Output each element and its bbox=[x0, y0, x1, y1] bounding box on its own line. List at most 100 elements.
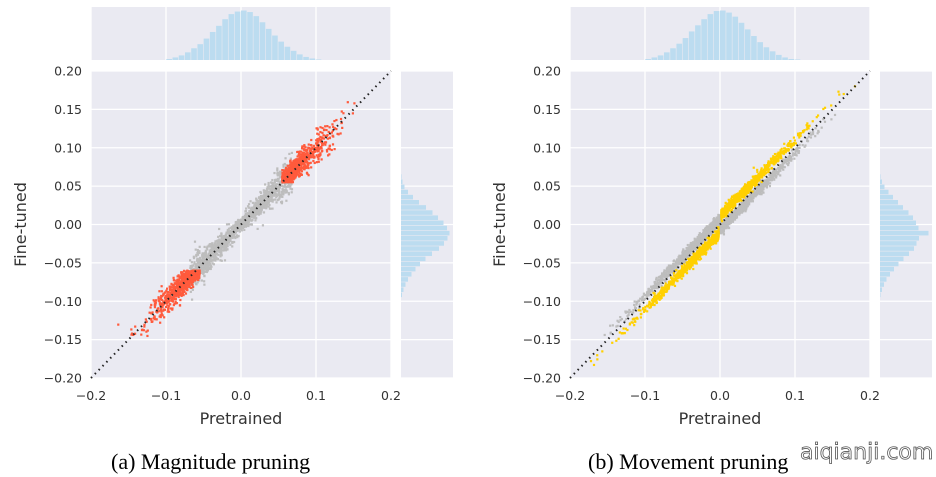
point-pruned bbox=[198, 250, 201, 253]
point-pruned bbox=[226, 228, 229, 232]
point-pruned bbox=[257, 196, 261, 199]
point-remaining bbox=[298, 172, 301, 175]
point-remaining bbox=[186, 269, 190, 273]
point-remaining bbox=[342, 112, 345, 115]
point-remaining bbox=[173, 288, 176, 291]
point-remaining bbox=[164, 298, 167, 302]
point-remaining bbox=[167, 305, 170, 308]
point-remaining bbox=[333, 119, 336, 123]
point-pruned bbox=[290, 188, 294, 191]
point-pruned bbox=[231, 231, 234, 234]
point-remaining bbox=[805, 128, 808, 131]
point-pruned bbox=[660, 285, 663, 288]
point-pruned bbox=[719, 230, 722, 233]
point-pruned bbox=[772, 173, 775, 176]
point-pruned bbox=[206, 248, 209, 251]
point-pruned bbox=[796, 147, 799, 151]
point-remaining bbox=[302, 151, 306, 154]
point-remaining bbox=[155, 299, 158, 302]
point-remaining bbox=[186, 287, 189, 290]
point-remaining bbox=[283, 169, 286, 172]
point-remaining bbox=[159, 298, 162, 301]
point-remaining bbox=[190, 271, 194, 274]
point-pruned bbox=[754, 186, 757, 189]
point-remaining bbox=[333, 127, 337, 130]
point-pruned bbox=[283, 183, 287, 186]
point-pruned bbox=[192, 256, 196, 260]
point-remaining bbox=[296, 155, 299, 158]
point-remaining bbox=[160, 290, 163, 293]
right-hist-bar bbox=[880, 282, 884, 287]
point-pruned bbox=[265, 188, 269, 191]
top-hist-bar bbox=[794, 59, 801, 60]
point-pruned bbox=[767, 176, 770, 180]
point-remaining bbox=[132, 333, 135, 336]
point-pruned bbox=[674, 263, 677, 267]
point-pruned bbox=[253, 209, 257, 212]
point-pruned bbox=[632, 309, 635, 312]
top-hist-bar bbox=[234, 11, 241, 61]
point-pruned bbox=[264, 193, 267, 196]
point-pruned bbox=[728, 222, 731, 226]
top-hist-bar bbox=[757, 42, 763, 60]
point-pruned bbox=[229, 231, 232, 234]
right-hist-bar bbox=[401, 194, 413, 200]
point-remaining bbox=[743, 196, 746, 199]
point-remaining bbox=[324, 134, 327, 138]
point-pruned bbox=[691, 246, 694, 249]
point-pruned bbox=[248, 223, 251, 226]
point-remaining bbox=[319, 126, 322, 129]
point-pruned bbox=[247, 203, 251, 206]
point-remaining bbox=[178, 286, 181, 289]
point-remaining bbox=[170, 289, 173, 292]
top-hist-bar bbox=[782, 57, 788, 60]
point-remaining bbox=[171, 283, 175, 287]
scatter-points bbox=[117, 101, 356, 338]
point-remaining bbox=[184, 277, 187, 280]
point-remaining bbox=[182, 277, 185, 281]
point-pruned bbox=[765, 186, 768, 189]
right-hist-bar bbox=[880, 179, 882, 184]
point-remaining bbox=[117, 323, 120, 326]
point-pruned bbox=[785, 162, 788, 165]
point-remaining bbox=[320, 147, 323, 150]
point-remaining bbox=[315, 143, 319, 147]
point-pruned bbox=[787, 161, 790, 164]
point-remaining bbox=[150, 318, 153, 321]
point-pruned bbox=[686, 255, 689, 258]
point-pruned bbox=[687, 251, 690, 254]
point-pruned bbox=[202, 252, 205, 255]
point-pruned bbox=[203, 255, 207, 258]
point-remaining bbox=[324, 143, 327, 146]
point-pruned bbox=[693, 241, 696, 244]
point-remaining bbox=[162, 294, 165, 297]
point-remaining bbox=[161, 305, 164, 309]
point-pruned bbox=[699, 235, 702, 238]
point-remaining bbox=[353, 102, 356, 105]
point-pruned bbox=[276, 169, 279, 172]
point-pruned bbox=[792, 152, 795, 156]
point-pruned bbox=[787, 163, 790, 167]
point-pruned bbox=[771, 171, 775, 174]
point-pruned bbox=[191, 264, 194, 267]
point-remaining bbox=[176, 275, 179, 278]
point-pruned bbox=[239, 228, 242, 231]
point-pruned bbox=[248, 218, 252, 221]
point-remaining bbox=[288, 180, 291, 184]
point-pruned bbox=[272, 190, 275, 194]
point-remaining bbox=[186, 280, 190, 283]
point-pruned bbox=[777, 172, 780, 176]
point-pruned bbox=[191, 288, 194, 291]
point-pruned bbox=[208, 255, 211, 259]
point-remaining bbox=[308, 154, 311, 157]
point-pruned bbox=[281, 187, 284, 191]
right-hist-bar bbox=[880, 266, 894, 272]
point-remaining bbox=[198, 272, 201, 275]
point-pruned bbox=[744, 199, 747, 203]
point-pruned bbox=[746, 200, 750, 204]
point-pruned bbox=[656, 281, 659, 284]
point-pruned bbox=[269, 207, 272, 210]
point-pruned bbox=[278, 186, 281, 189]
point-remaining bbox=[290, 167, 294, 170]
point-pruned bbox=[780, 165, 783, 168]
